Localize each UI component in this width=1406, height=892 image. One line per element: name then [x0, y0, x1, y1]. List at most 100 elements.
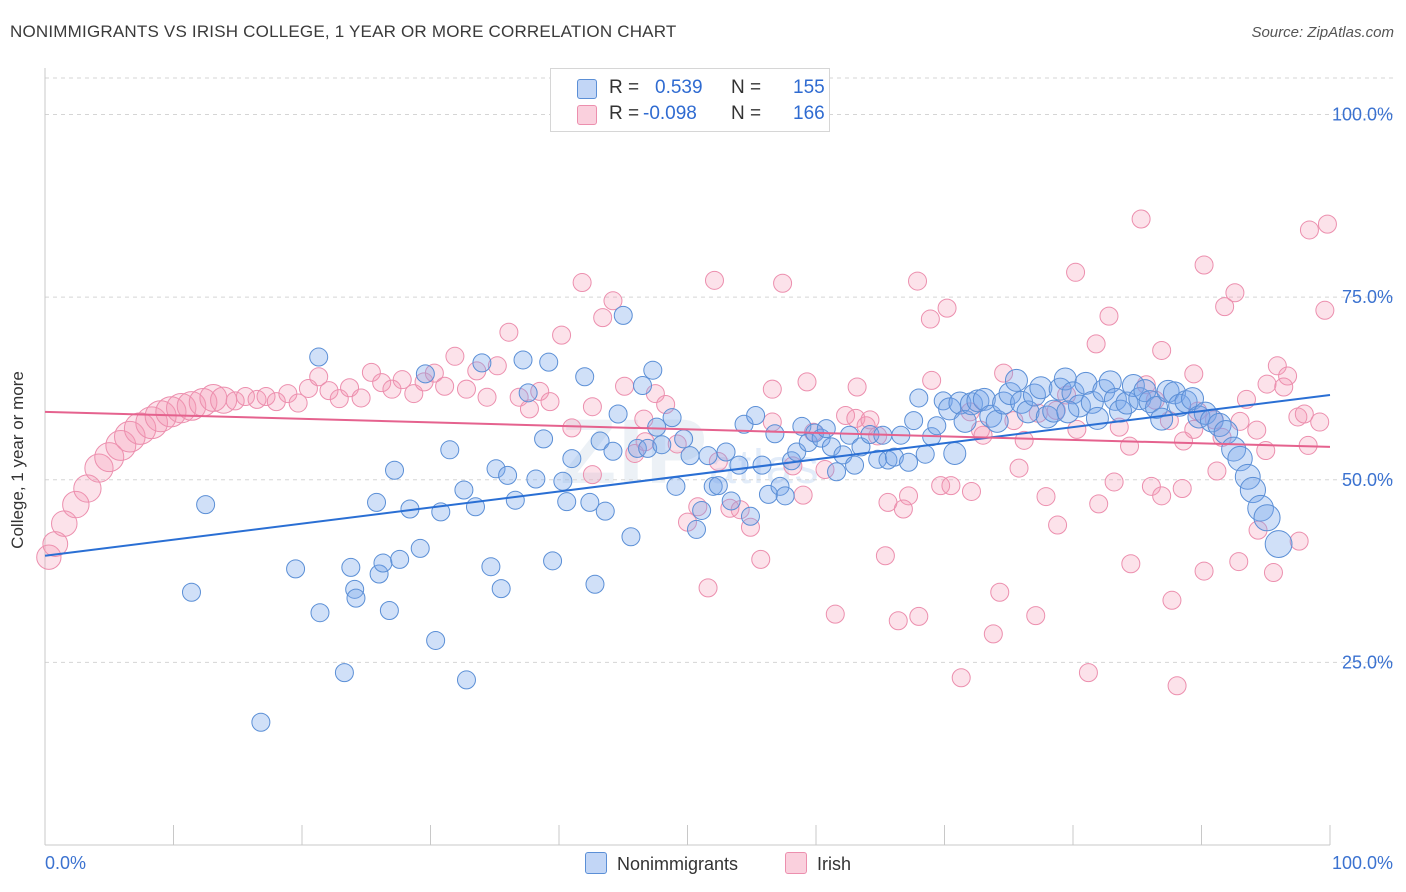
irish-point	[225, 391, 245, 411]
nonimmigrants-point	[369, 564, 389, 584]
nonimmigrants-point	[1156, 379, 1180, 403]
irish-point	[825, 604, 845, 624]
legend-item-nonimmigrants: Nonimmigrants	[585, 852, 738, 875]
irish-point	[435, 376, 455, 396]
nonimmigrants-point	[518, 383, 538, 403]
irish-point	[84, 453, 114, 483]
nonimmigrants-point	[585, 574, 605, 594]
irish-point	[1086, 334, 1106, 354]
irish-point	[875, 546, 895, 566]
chart-title: NONIMMIGRANTS VS IRISH COLLEGE, 1 YEAR O…	[10, 22, 677, 41]
nonimmigrants-point	[590, 431, 610, 451]
nonimmigrants-point	[647, 417, 667, 437]
nonimmigrants-point	[557, 492, 577, 512]
irish-point	[1274, 377, 1294, 397]
nonimmigrants-point	[1053, 367, 1077, 391]
nonimmigrants-point	[1133, 379, 1157, 403]
nonimmigrants-point	[943, 441, 967, 465]
irish-point	[235, 386, 255, 406]
nonimmigrants-point	[909, 388, 929, 408]
nonimmigrants-point	[915, 444, 935, 464]
irish-point	[931, 476, 951, 496]
n-label: N =	[731, 103, 762, 124]
irish-point	[846, 408, 866, 428]
nonimmigrants-point	[821, 437, 841, 457]
irish-point	[1299, 220, 1319, 240]
nonimmigrants-point	[698, 446, 718, 466]
trend-lines	[44, 394, 1331, 557]
nonimmigrants-point	[486, 459, 506, 479]
irish-point	[1167, 676, 1187, 696]
irish-point	[477, 387, 497, 407]
irish-point	[708, 452, 728, 471]
irish-point	[1036, 487, 1056, 507]
nonimmigrants-point	[390, 549, 410, 569]
nonimmigrants-point	[899, 452, 919, 472]
nonimmigrants-point	[627, 438, 647, 458]
nonimmigrants-point	[703, 476, 723, 496]
irish-point	[155, 396, 187, 428]
irish-point	[920, 309, 940, 329]
irish-point	[256, 386, 276, 406]
nonimmigrants-point	[534, 429, 554, 449]
irish-point	[1229, 552, 1249, 572]
nonimmigrants-point	[729, 455, 749, 475]
irish-point	[1152, 340, 1172, 360]
nonimmigrants-point	[721, 491, 741, 511]
irish-point	[1247, 420, 1267, 440]
irish-point	[961, 481, 981, 501]
nonimmigrants-point	[379, 601, 399, 621]
nonimmigrants-point	[884, 447, 904, 467]
nonimmigrants-point	[662, 408, 682, 428]
nonimmigrants-point	[746, 405, 766, 425]
nonimmigrants-point	[1253, 504, 1281, 532]
y-tick-label: 25.0%	[1342, 652, 1393, 672]
nonimmigrants-point	[454, 480, 474, 500]
irish-point	[1174, 431, 1194, 451]
irish-point	[1009, 458, 1029, 478]
nonimmigrants-point	[346, 588, 366, 608]
nonimmigrants-point	[985, 409, 1009, 433]
nonimmigrants-point	[334, 663, 354, 683]
irish-point	[1089, 494, 1109, 514]
irish-point	[176, 391, 207, 421]
irish-point	[1121, 554, 1141, 574]
irish-point	[519, 399, 539, 419]
source-label: Source: ZipAtlas.com	[1251, 24, 1394, 41]
nonimmigrants-point	[385, 460, 405, 480]
irish-point	[1172, 479, 1192, 499]
nonimmigrants-point	[181, 582, 201, 602]
nonimmigrants-point	[633, 376, 653, 396]
irish-point	[1310, 412, 1330, 432]
y-tick-label: 50.0%	[1342, 470, 1393, 490]
irish-point	[888, 611, 908, 631]
legend-label: Irish	[817, 854, 852, 874]
irish-point	[1257, 374, 1277, 394]
nonimmigrants-point	[498, 465, 518, 485]
nonimmigrants-point	[505, 490, 525, 510]
irish-point	[793, 485, 813, 505]
nonimmigrants-point	[553, 471, 573, 491]
nonimmigrants-point	[1074, 371, 1098, 395]
irish-points	[36, 209, 1337, 696]
nonimmigrants-point	[692, 500, 712, 520]
irish-point	[123, 412, 157, 445]
watermark-logo: ZIPatlas	[560, 400, 821, 505]
irish-point	[445, 346, 465, 366]
nonimmigrants-point	[595, 501, 615, 521]
irish-point	[1141, 476, 1161, 496]
irish-point	[42, 531, 69, 557]
irish-point	[615, 376, 635, 396]
irish-swatch	[577, 105, 597, 125]
irish-point	[908, 271, 928, 291]
nonimmigrants-point	[1181, 387, 1205, 411]
nonimmigrants-point	[621, 527, 641, 547]
nonimmigrants-point	[1022, 383, 1046, 407]
irish-point	[266, 392, 286, 412]
nonimmigrants-trend-line	[44, 394, 1331, 557]
nonimmigrants-point	[513, 350, 533, 370]
tick-labels: 25.0% 50.0% 75.0% 100.0% 0.0% 100.0%	[45, 105, 1393, 873]
nonimmigrants-point	[440, 440, 460, 460]
irish-point	[740, 517, 760, 537]
